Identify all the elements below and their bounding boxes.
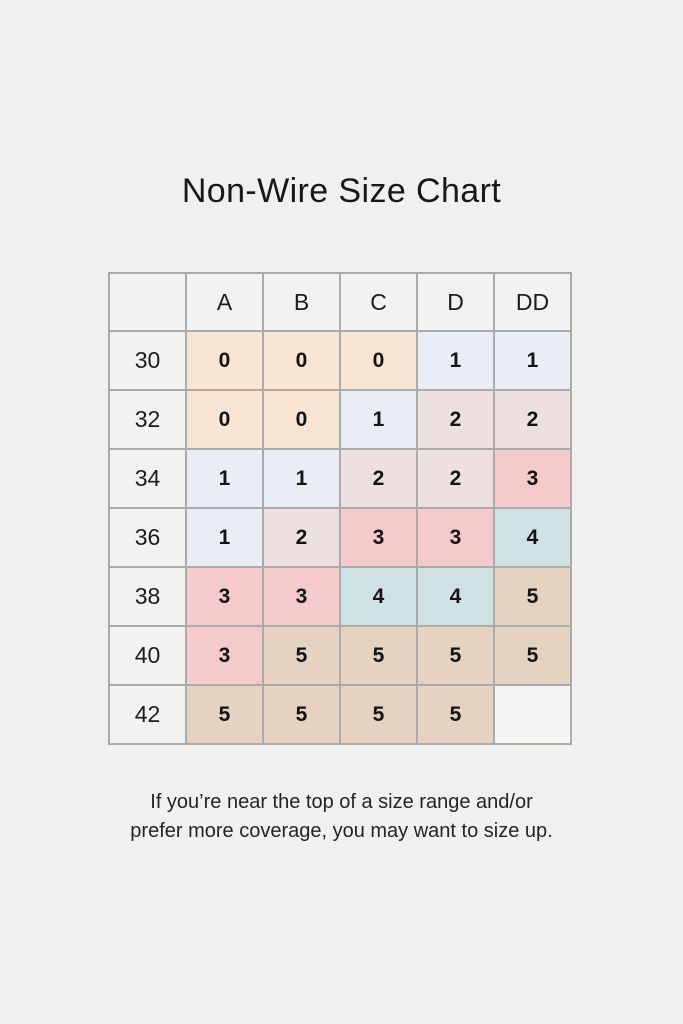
col-header-a: A: [185, 272, 264, 332]
size-cell: 5: [416, 684, 495, 745]
table-row: 42 5 5 5 5: [108, 684, 572, 745]
size-cell: 3: [262, 566, 341, 627]
table-body: 30 0 0 0 1 1 32 0 0 1 2 2 34 1 1 2 2 3 36 1 2 3 3 4 38 3 3 4 4 5 40 3 5 5…: [108, 330, 572, 745]
size-cell: 5: [416, 625, 495, 686]
size-cell: 1: [416, 330, 495, 391]
row-header-36: 36: [108, 507, 187, 568]
empty-cell: [493, 684, 572, 745]
col-header-b: B: [262, 272, 341, 332]
col-header-dd: DD: [493, 272, 572, 332]
table-header: A B C D DD: [108, 272, 572, 332]
size-cell: 1: [339, 389, 418, 450]
size-cell: 3: [185, 566, 264, 627]
page-title: Non-Wire Size Chart: [181, 172, 502, 210]
size-cell: 2: [262, 507, 341, 568]
column-header-row: A B C D DD: [108, 272, 572, 332]
size-cell: 1: [185, 448, 264, 509]
table-row: 36 1 2 3 3 4: [108, 507, 572, 568]
size-cell: 0: [339, 330, 418, 391]
size-cell: 3: [493, 448, 572, 509]
size-cell: 0: [262, 330, 341, 391]
table-row: 40 3 5 5 5 5: [108, 625, 572, 686]
size-cell: 5: [262, 684, 341, 745]
size-cell: 5: [339, 625, 418, 686]
size-cell: 1: [185, 507, 264, 568]
size-up-note: If you’re near the top of a size range a…: [0, 788, 683, 846]
size-cell: 0: [185, 330, 264, 391]
size-cell: 3: [416, 507, 495, 568]
row-header-32: 32: [108, 389, 187, 450]
row-header-38: 38: [108, 566, 187, 627]
table-row: 30 0 0 0 1 1: [108, 330, 572, 391]
size-cell: 5: [493, 625, 572, 686]
size-cell: 0: [262, 389, 341, 450]
size-cell: 2: [339, 448, 418, 509]
col-header-d: D: [416, 272, 495, 332]
row-header-42: 42: [108, 684, 187, 745]
size-cell: 2: [493, 389, 572, 450]
row-header-40: 40: [108, 625, 187, 686]
size-cell: 5: [339, 684, 418, 745]
size-cell: 4: [493, 507, 572, 568]
size-cell: 1: [262, 448, 341, 509]
size-cell: 5: [262, 625, 341, 686]
row-header-34: 34: [108, 448, 187, 509]
size-cell: 2: [416, 448, 495, 509]
row-header-30: 30: [108, 330, 187, 391]
size-cell: 5: [185, 684, 264, 745]
size-cell: 3: [185, 625, 264, 686]
size-cell: 4: [416, 566, 495, 627]
size-up-note-line2: prefer more coverage, you may want to si…: [130, 820, 553, 842]
col-header-c: C: [339, 272, 418, 332]
table-row: 38 3 3 4 4 5: [108, 566, 572, 627]
table-row: 34 1 1 2 2 3: [108, 448, 572, 509]
size-cell: 3: [339, 507, 418, 568]
corner-cell: [108, 272, 187, 332]
size-cell: 5: [493, 566, 572, 627]
size-cell: 1: [493, 330, 572, 391]
table-row: 32 0 0 1 2 2: [108, 389, 572, 450]
size-cell: 4: [339, 566, 418, 627]
size-cell: 0: [185, 389, 264, 450]
size-up-note-line1: If you’re near the top of a size range a…: [150, 791, 533, 813]
size-chart-table: A B C D DD 30 0 0 0 1 1 32 0 0 1 2 2 34 1 1 2 2 3 36 1 2 3 3 4 38 3 3 4…: [108, 272, 572, 745]
size-cell: 2: [416, 389, 495, 450]
